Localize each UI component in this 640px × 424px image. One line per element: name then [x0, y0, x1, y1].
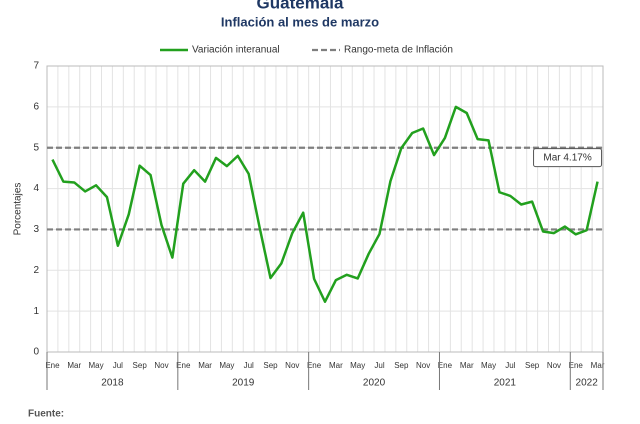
y-tick-label: 3 — [33, 224, 39, 235]
x-tick-label: Nov — [416, 361, 430, 370]
footer: Fuente: — [28, 409, 64, 420]
x-tick-label: Sep — [525, 361, 540, 370]
x-tick-label: May — [481, 361, 496, 370]
chart-subtitle: Inflación al mes de marzo — [221, 14, 379, 29]
year-label: 2018 — [101, 378, 124, 389]
x-tick-label: Mar — [198, 361, 212, 370]
chart-title: Guatemala — [257, 0, 344, 12]
x-tick-label: Ene — [569, 361, 584, 370]
x-tick-label: May — [219, 361, 234, 370]
legend-label: Rango-meta de Inflación — [344, 45, 453, 56]
x-tick-label: Mar — [67, 361, 81, 370]
y-tick-label: 7 — [33, 61, 39, 72]
x-tick-label: May — [88, 361, 103, 370]
x-tick-label: May — [350, 361, 365, 370]
data-line — [51, 105, 599, 303]
legend-label: Variación interanual — [192, 45, 280, 56]
year-label: 2021 — [494, 378, 517, 389]
x-tick-label: Jul — [374, 361, 384, 370]
x-tick-label: Ene — [438, 361, 453, 370]
data-label: Mar 4.17% — [543, 152, 591, 163]
x-tick-label: Nov — [154, 361, 168, 370]
x-tick-label: Jul — [505, 361, 515, 370]
x-tick-label: Sep — [263, 361, 278, 370]
x-tick-label: Nov — [285, 361, 299, 370]
y-tick-label: 5 — [33, 142, 39, 153]
plot-frame — [46, 65, 604, 353]
x-tick-label: Sep — [133, 361, 148, 370]
y-tick-label: 0 — [33, 347, 39, 358]
x-tick-label: Mar — [591, 361, 605, 370]
y-tick-label: 1 — [33, 306, 39, 317]
x-tick-label: Jul — [113, 361, 123, 370]
x-tick-label: Mar — [329, 361, 343, 370]
x-tick-label: Sep — [394, 361, 409, 370]
x-tick-label: Jul — [244, 361, 254, 370]
year-label: 2019 — [232, 378, 255, 389]
year-label: 2020 — [363, 378, 386, 389]
annotation-box — [533, 148, 603, 168]
x-tick-label: Ene — [176, 361, 191, 370]
x-tick-label: Ene — [45, 361, 60, 370]
y-axis-label: Porcentajes — [13, 183, 24, 236]
y-tick-label: 2 — [33, 265, 39, 276]
y-tick-label: 4 — [33, 183, 39, 194]
x-tick-label: Ene — [307, 361, 322, 370]
x-tick-label: Mar — [460, 361, 474, 370]
y-tick-label: 6 — [33, 101, 39, 112]
year-label: 2022 — [576, 378, 599, 389]
x-tick-label: Nov — [547, 361, 561, 370]
